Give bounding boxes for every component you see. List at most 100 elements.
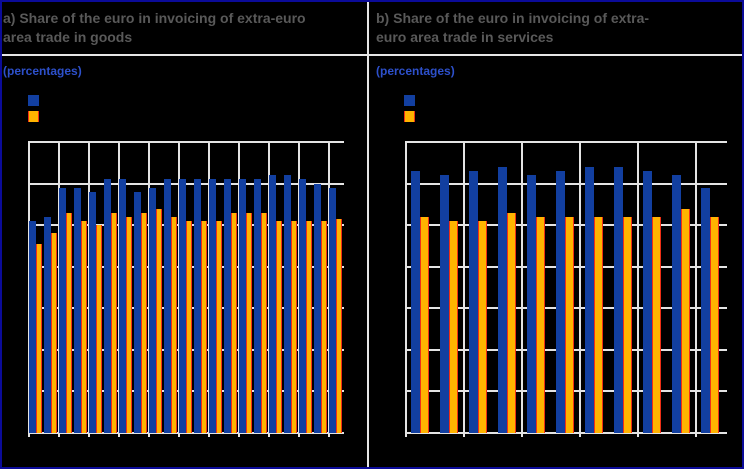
- bar-blue: [224, 179, 231, 433]
- panel-b-title: b) Share of the euro in invoicing of ext…: [376, 9, 736, 47]
- bar-blue: [44, 216, 51, 433]
- bar-blue: [329, 187, 336, 433]
- bar-blue: [194, 179, 201, 433]
- bar-blue: [700, 187, 710, 433]
- horizontal-gridline: [405, 182, 727, 185]
- bar-yellow: [335, 218, 343, 433]
- vertical-gridline: [28, 142, 30, 437]
- bar-yellow: [305, 220, 313, 433]
- bar-yellow: [35, 243, 43, 433]
- bar-yellow: [320, 220, 328, 433]
- bar-yellow: [651, 216, 661, 433]
- panel-a-plot-area: [28, 141, 344, 437]
- bar-blue: [497, 166, 507, 433]
- bar-blue: [314, 183, 321, 433]
- bar-yellow: [155, 208, 163, 433]
- vertical-gridline: [463, 142, 465, 437]
- panel-a-legend-yellow-swatch: [28, 111, 39, 122]
- bar-yellow: [564, 216, 574, 433]
- panel-b-title-line2: euro area trade in services: [376, 29, 554, 45]
- bar-blue: [584, 166, 594, 433]
- bar-blue: [671, 175, 681, 433]
- bar-yellow: [245, 212, 253, 433]
- bar-yellow: [95, 225, 103, 433]
- vertical-gridline: [328, 142, 330, 437]
- vertical-gridline: [58, 142, 60, 437]
- panel-b-plot-area: [405, 141, 744, 437]
- bar-blue: [642, 171, 652, 433]
- panel-a-subtitle: (percentages): [3, 64, 82, 78]
- bar-blue: [134, 191, 141, 433]
- bar-yellow: [80, 220, 88, 433]
- bar-blue: [468, 171, 478, 433]
- bar-yellow: [506, 212, 516, 433]
- vertical-gridline: [521, 142, 523, 437]
- panel-a-title: a) Share of the euro in invoicing of ext…: [3, 9, 363, 47]
- bar-blue: [299, 179, 306, 433]
- horizontal-gridline: [28, 141, 344, 143]
- bar-yellow: [448, 220, 458, 433]
- bar-blue: [410, 171, 420, 433]
- bar-yellow: [260, 212, 268, 433]
- vertical-gridline: [208, 142, 210, 437]
- horizontal-gridline: [405, 141, 727, 143]
- x-axis-line: [405, 432, 727, 434]
- bar-yellow: [275, 220, 283, 433]
- bar-blue: [239, 179, 246, 433]
- bar-blue: [119, 179, 126, 433]
- panel-a-title-line2: area trade in goods: [3, 29, 133, 45]
- bar-blue: [269, 175, 276, 433]
- bar-blue: [29, 220, 36, 433]
- bar-yellow: [170, 216, 178, 433]
- bar-yellow: [290, 220, 298, 433]
- title-underline: [0, 54, 744, 56]
- panel-b-subtitle: (percentages): [376, 64, 455, 78]
- bar-blue: [149, 187, 156, 433]
- panel-b-legend-blue-swatch: [404, 95, 415, 106]
- bar-yellow: [50, 233, 58, 433]
- panel-a-legend-blue-swatch: [28, 95, 39, 106]
- bar-yellow: [622, 216, 632, 433]
- bar-blue: [555, 171, 565, 433]
- bar-blue: [254, 179, 261, 433]
- bar-yellow: [125, 216, 133, 433]
- bar-blue: [89, 191, 96, 433]
- bar-yellow: [419, 216, 429, 433]
- horizontal-gridline: [28, 182, 344, 185]
- vertical-gridline: [178, 142, 180, 437]
- bar-blue: [284, 175, 291, 433]
- vertical-gridline: [579, 142, 581, 437]
- bar-yellow: [65, 212, 73, 433]
- bar-yellow: [215, 220, 223, 433]
- vertical-gridline: [88, 142, 90, 437]
- vertical-gridline: [118, 142, 120, 437]
- bar-blue: [526, 175, 536, 433]
- bar-yellow: [535, 216, 545, 433]
- bar-yellow: [230, 212, 238, 433]
- bar-yellow: [477, 220, 487, 433]
- vertical-gridline: [238, 142, 240, 437]
- bar-yellow: [200, 220, 208, 433]
- bar-yellow: [709, 216, 719, 433]
- bar-yellow: [110, 212, 118, 433]
- vertical-gridline: [298, 142, 300, 437]
- bar-blue: [59, 187, 66, 433]
- bar-blue: [74, 187, 81, 433]
- bar-blue: [164, 179, 171, 433]
- bar-yellow: [140, 212, 148, 433]
- bar-blue: [439, 175, 449, 433]
- vertical-gridline: [637, 142, 639, 437]
- bar-blue: [613, 166, 623, 433]
- x-axis-line: [28, 432, 344, 434]
- bar-blue: [104, 179, 111, 433]
- vertical-gridline: [268, 142, 270, 437]
- vertical-gridline: [405, 142, 407, 437]
- bar-yellow: [593, 216, 603, 433]
- panel-b-legend-yellow-swatch: [404, 111, 415, 122]
- vertical-gridline: [695, 142, 697, 437]
- bar-blue: [209, 179, 216, 433]
- bar-blue: [179, 179, 186, 433]
- panel-b-title-line1: b) Share of the euro in invoicing of ext…: [376, 10, 650, 26]
- panel-divider: [367, 0, 369, 469]
